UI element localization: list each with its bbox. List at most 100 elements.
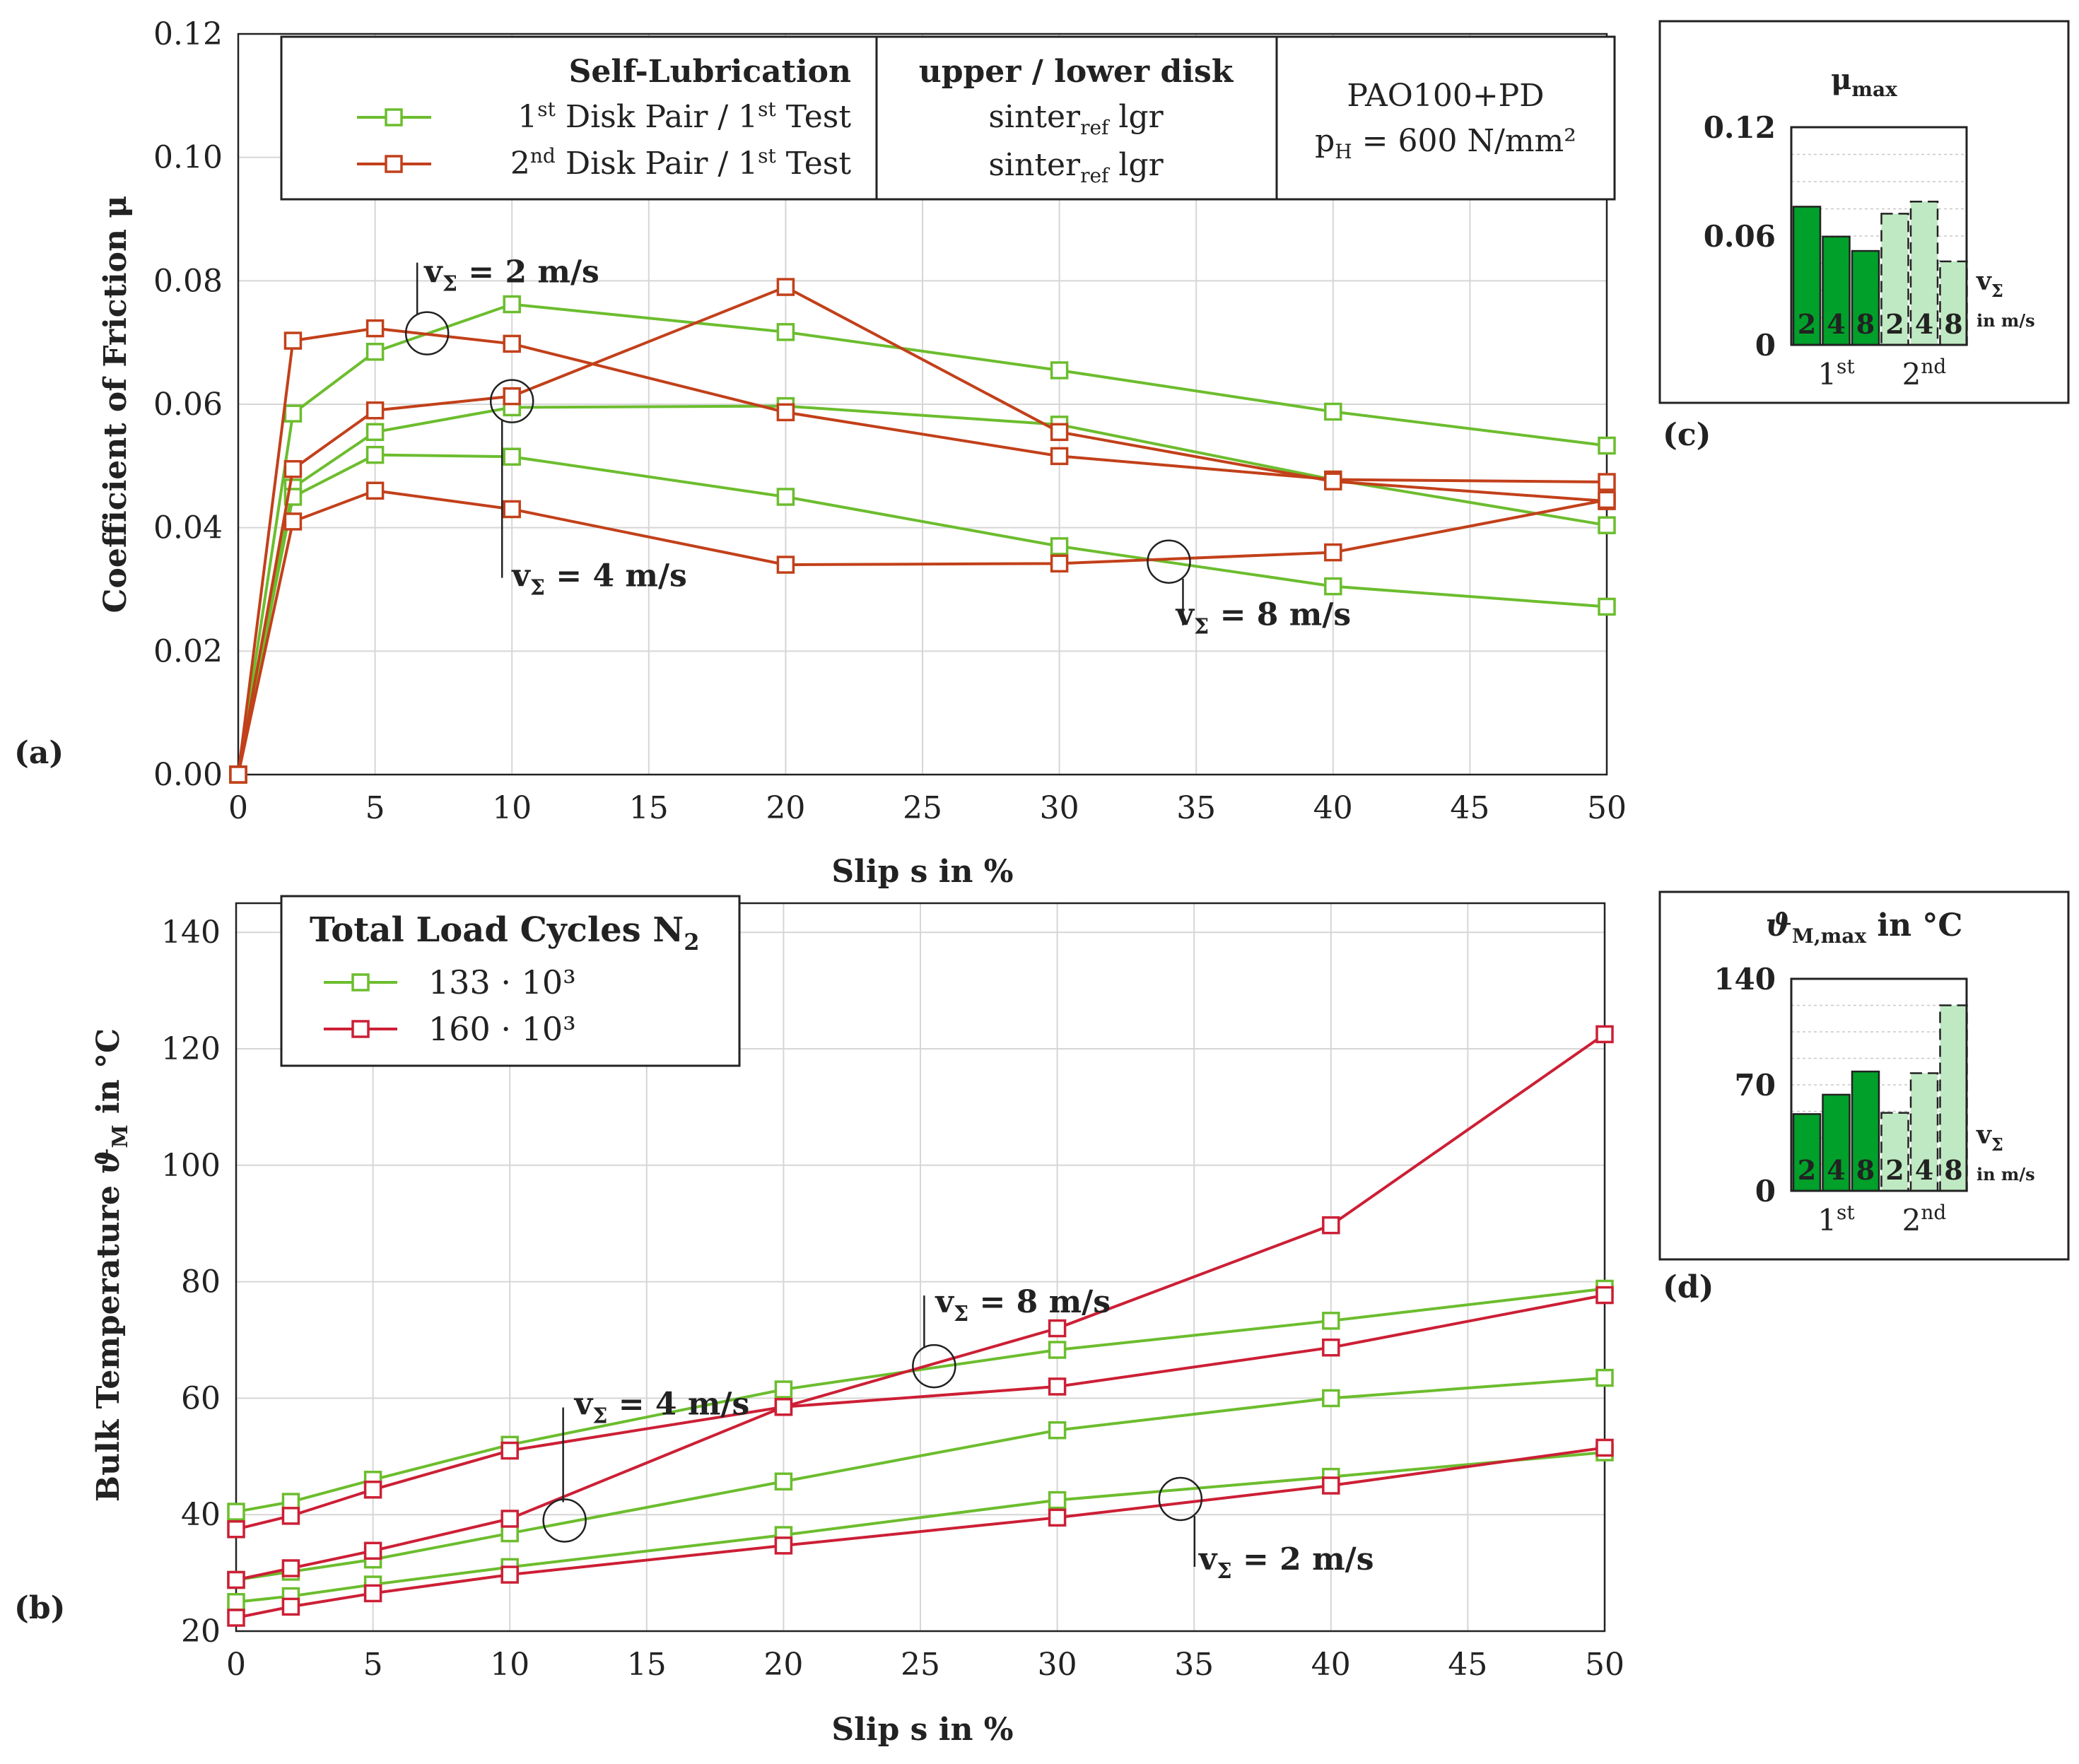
data-point: [283, 404, 303, 423]
speed-annotation: vΣ = 4 m/s: [489, 379, 687, 601]
legend-col3-line2: pH = 600 N/mm²: [1315, 123, 1576, 163]
x-tick-label: 45: [1448, 1647, 1487, 1683]
inset-c-unit-sub: Σ: [1991, 281, 2003, 301]
inset-bar: [1822, 1093, 1851, 1192]
inset-bar-group: 8: [1939, 1004, 1968, 1192]
inset-bar-label: 4: [1915, 308, 1933, 340]
y-tick-label: 100: [161, 1148, 221, 1184]
temperature-y-label-symbol: ϑ: [90, 1148, 127, 1175]
data-point: [365, 319, 385, 338]
legend-num-sup: nd: [530, 144, 556, 167]
x-tick-label: 5: [365, 790, 385, 826]
x-tick-label: 30: [1038, 1647, 1077, 1683]
annotation-value: = 2 m/s: [1232, 1541, 1374, 1577]
legend-item-label: 133 · 10³: [428, 963, 576, 1001]
inset-bar-label: 8: [1856, 308, 1875, 340]
y-tick-label: 60: [181, 1380, 221, 1416]
inset-bar-group: 4: [1822, 1093, 1851, 1192]
inset-y-tick-label: 70: [1735, 1068, 1776, 1102]
temperature-plot-frame: [235, 902, 1606, 1633]
series-path: [237, 453, 1607, 775]
data-point: [1048, 1421, 1067, 1440]
data-point: [776, 555, 795, 574]
friction-series: [229, 278, 1616, 784]
data-point: [227, 1609, 245, 1627]
data-point: [776, 403, 795, 422]
data-point: [281, 1507, 300, 1525]
inset-d-unit-sub: Σ: [1991, 1134, 2003, 1155]
speed-annotation: vΣ = 2 m/s: [404, 254, 599, 355]
y-tick-label: 0.10: [153, 140, 223, 176]
data-point: [1598, 490, 1616, 510]
inset-bar-label: 2: [1798, 1154, 1816, 1186]
data-point: [1050, 537, 1069, 555]
legend-col2-line2: sinterref lgr: [988, 147, 1164, 187]
data-point: [1048, 1490, 1067, 1510]
annotation-ring: [1158, 1476, 1203, 1522]
legend-num: 1: [517, 99, 537, 135]
legend-num-sup: st: [537, 98, 556, 121]
speed-annotation: vΣ = 2 m/s: [1158, 1476, 1374, 1584]
data-point: [503, 447, 521, 466]
inset-c-unit-main: v: [1976, 266, 1992, 296]
inset-bar-group: 8: [1939, 260, 1968, 346]
legend-col2-line2-tail: lgr: [1108, 147, 1164, 183]
series-path: [235, 1451, 1605, 1604]
inset-group-sup: st: [1837, 355, 1855, 378]
y-tick-label: 0.00: [153, 757, 223, 793]
temperature-legend-heading-main: Total Load Cycles N: [310, 910, 684, 950]
inset-bar: [1909, 1072, 1939, 1192]
y-tick-label: 0.06: [153, 387, 223, 423]
inset-y-tick-label: 140: [1714, 962, 1776, 996]
inset-d-title-sub: M,max: [1792, 924, 1867, 948]
data-point: [500, 1510, 519, 1528]
inset-c-unit: vΣ: [1976, 266, 2003, 301]
annotation-prefix: v: [1198, 1541, 1218, 1577]
inset-bar-label: 4: [1827, 308, 1845, 340]
data-point: [1050, 361, 1069, 380]
inset-c-title-sub: max: [1851, 78, 1897, 101]
inset-group-sup: st: [1837, 1201, 1855, 1224]
friction-tick-labels: 0 5 10 15 20 25 30 35 40 45 50 0.00 0.02 0.04 0.06 0.08…: [153, 16, 1627, 826]
x-tick-label: 35: [1174, 1647, 1214, 1683]
x-tick-label: 5: [363, 1647, 383, 1683]
legend-col2-line1-tail: lgr: [1108, 99, 1164, 135]
x-tick-label: 15: [627, 1647, 667, 1683]
annotation-ring: [912, 1343, 956, 1389]
temperature-y-axis-label: Bulk Temperature ϑM in °C: [90, 1028, 133, 1502]
legend-tail: Test: [776, 99, 852, 135]
friction-legend-item: 1st Disk Pair / 1st Test: [357, 98, 851, 135]
x-tick-label: 20: [766, 790, 805, 826]
inset-bar-group: 4: [1909, 200, 1939, 346]
annotation-ring: [542, 1498, 587, 1543]
data-point: [227, 1593, 245, 1611]
annotation-sub: Σ: [592, 1404, 607, 1428]
annotation-label: vΣ = 4 m/s: [574, 1386, 750, 1428]
inset-bar-group: 4: [1909, 1072, 1939, 1192]
data-point: [1048, 1508, 1067, 1527]
inset-y-tick-label: 0.06: [1704, 219, 1776, 254]
annotation-sub: Σ: [443, 272, 457, 297]
speed-annotation: vΣ = 8 m/s: [1147, 539, 1351, 640]
legend-col3-line2-tail: = 600 N/mm²: [1352, 123, 1576, 159]
series-path: [237, 285, 1607, 775]
inset-bar-group: 8: [1851, 1070, 1880, 1192]
friction-legend-item: 2nd Disk Pair / 1st Test: [357, 144, 851, 182]
y-tick-label: 0.12: [153, 16, 223, 52]
annotation-sub: Σ: [530, 576, 545, 601]
annotation-value: = 4 m/s: [545, 558, 687, 594]
inset-bar-group: 2: [1792, 206, 1822, 346]
annotation-value: = 8 m/s: [1209, 597, 1351, 633]
panel-label-c: (c): [1663, 417, 1711, 453]
inset-bar-group: 8: [1851, 249, 1880, 346]
data-point: [363, 1584, 382, 1603]
annotation-prefix: v: [1175, 597, 1195, 633]
annotation-prefix: v: [935, 1284, 954, 1320]
data-point: [774, 1472, 793, 1490]
x-tick-label: 15: [629, 790, 669, 826]
legend-col2-heading: upper / lower disk: [919, 54, 1234, 90]
data-point: [1322, 1216, 1340, 1235]
